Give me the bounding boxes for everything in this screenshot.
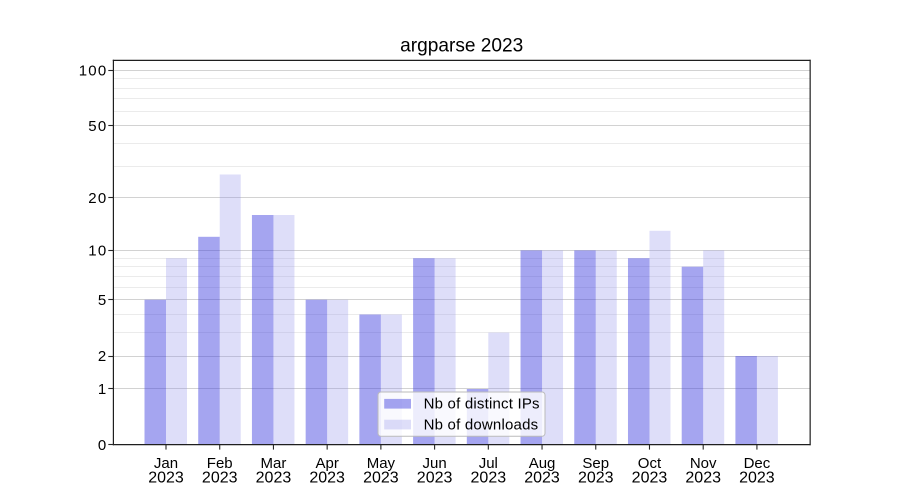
svg-text:Apr: Apr [315, 455, 338, 472]
svg-text:Mar: Mar [261, 455, 287, 472]
svg-text:2023: 2023 [471, 469, 507, 486]
svg-text:2023: 2023 [202, 469, 238, 486]
svg-text:Jun: Jun [423, 455, 447, 472]
svg-text:100: 100 [79, 62, 108, 79]
svg-text:Aug: Aug [529, 455, 556, 472]
svg-text:2023: 2023 [256, 469, 292, 486]
svg-text:Dec: Dec [744, 455, 771, 472]
svg-text:Nb of downloads: Nb of downloads [424, 416, 539, 433]
svg-text:2023: 2023 [739, 469, 775, 486]
svg-text:Jan: Jan [154, 455, 178, 472]
svg-text:10: 10 [88, 243, 107, 260]
svg-text:50: 50 [88, 118, 107, 135]
svg-text:2023: 2023 [578, 469, 614, 486]
svg-text:Jul: Jul [479, 455, 498, 472]
svg-text:Nb of distinct IPs: Nb of distinct IPs [424, 396, 540, 413]
svg-text:0: 0 [98, 437, 108, 454]
svg-text:20: 20 [88, 190, 107, 207]
svg-text:Oct: Oct [638, 455, 662, 472]
svg-text:Feb: Feb [207, 455, 233, 472]
svg-text:Nov: Nov [690, 455, 717, 472]
svg-text:Sep: Sep [582, 455, 609, 472]
svg-text:May: May [367, 455, 396, 472]
svg-text:1: 1 [98, 381, 108, 398]
svg-text:2023: 2023 [417, 469, 453, 486]
svg-text:2023: 2023 [148, 469, 184, 486]
svg-text:2: 2 [98, 348, 108, 365]
svg-text:2023: 2023 [524, 469, 560, 486]
svg-text:2023: 2023 [685, 469, 721, 486]
svg-text:5: 5 [98, 292, 108, 309]
svg-text:2023: 2023 [309, 469, 345, 486]
svg-text:2023: 2023 [632, 469, 668, 486]
svg-text:2023: 2023 [363, 469, 399, 486]
svg-text:argparse 2023: argparse 2023 [400, 36, 523, 57]
